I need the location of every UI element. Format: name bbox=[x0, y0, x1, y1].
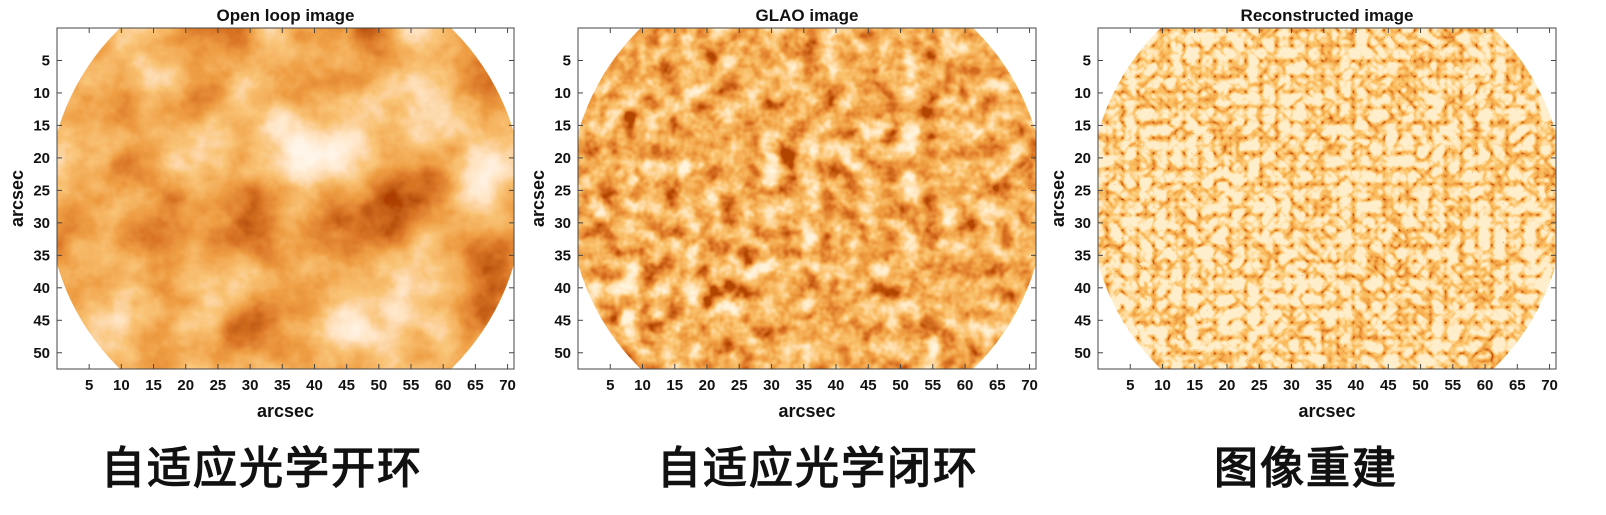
y-tick-label: 50 bbox=[33, 345, 50, 362]
x-tick-label: 15 bbox=[1186, 377, 1203, 394]
x-tick-label: 5 bbox=[606, 377, 614, 394]
y-tick-label: 30 bbox=[33, 215, 50, 232]
x-axis-label: arcsec bbox=[257, 401, 314, 421]
x-tick-label: 70 bbox=[1541, 377, 1558, 394]
x-tick-label: 50 bbox=[1412, 377, 1429, 394]
x-tick-label: 50 bbox=[370, 377, 387, 394]
y-tick-label: 15 bbox=[554, 117, 571, 134]
y-tick-label: 30 bbox=[1074, 215, 1091, 232]
caption-reconstructed: 图像重建 bbox=[1214, 443, 1398, 494]
x-tick-label: 60 bbox=[435, 377, 452, 394]
axes-frame bbox=[56, 27, 515, 370]
y-axis-label: arcsec bbox=[7, 170, 27, 227]
x-axis-label: arcsec bbox=[1298, 401, 1355, 421]
y-tick-label: 40 bbox=[1074, 280, 1091, 297]
y-tick-label: 35 bbox=[1074, 247, 1091, 264]
y-tick-label: 45 bbox=[33, 312, 50, 329]
x-tick-label: 45 bbox=[1380, 377, 1397, 394]
x-tick-label: 30 bbox=[1283, 377, 1300, 394]
x-axis-label: arcsec bbox=[778, 401, 835, 421]
solar-image-glao bbox=[578, 28, 1036, 369]
x-tick-label: 65 bbox=[989, 377, 1006, 394]
x-tick-label: 55 bbox=[1444, 377, 1461, 394]
y-axis-label: arcsec bbox=[528, 170, 548, 227]
x-tick-label: 70 bbox=[499, 377, 516, 394]
y-tick-label: 50 bbox=[554, 345, 571, 362]
caption-glao: 自适应光学闭环 bbox=[657, 443, 979, 494]
y-axis-label: arcsec bbox=[1048, 170, 1068, 227]
y-tick-label: 20 bbox=[554, 150, 571, 167]
y-tick-label: 5 bbox=[1083, 52, 1091, 69]
x-tick-label: 20 bbox=[699, 377, 716, 394]
y-tick-label: 45 bbox=[1074, 312, 1091, 329]
panel-reconstructed: 5 10 15 20 25 30 35 40 45 50 55 60 65 70 5 10 15 20 25 30 35… bbox=[1048, 6, 1558, 421]
x-tick-label: 15 bbox=[145, 377, 162, 394]
x-tick-label: 60 bbox=[1477, 377, 1494, 394]
x-tick-label: 10 bbox=[634, 377, 651, 394]
x-tick-label: 35 bbox=[795, 377, 812, 394]
x-tick-label: 55 bbox=[403, 377, 420, 394]
y-tick-label: 25 bbox=[1074, 182, 1091, 199]
x-tick-label: 70 bbox=[1021, 377, 1038, 394]
y-tick-label: 20 bbox=[33, 150, 50, 167]
y-tick-label: 5 bbox=[42, 52, 50, 69]
x-tick-label: 5 bbox=[1126, 377, 1134, 394]
x-tick-label: 5 bbox=[85, 377, 93, 394]
axes-frame bbox=[577, 27, 1037, 370]
x-tick-label: 30 bbox=[763, 377, 780, 394]
x-tick-label: 10 bbox=[1154, 377, 1171, 394]
panel-title: Open loop image bbox=[217, 6, 355, 25]
y-tick-label: 35 bbox=[33, 247, 50, 264]
y-tick-label: 5 bbox=[563, 52, 571, 69]
solar-image-reconstructed bbox=[1098, 28, 1556, 369]
x-tick-label: 40 bbox=[828, 377, 845, 394]
x-tick-label: 50 bbox=[892, 377, 909, 394]
panel-title: Reconstructed image bbox=[1241, 6, 1414, 25]
y-tick-label: 30 bbox=[554, 215, 571, 232]
y-tick-label: 20 bbox=[1074, 150, 1091, 167]
x-tick-label: 65 bbox=[1509, 377, 1526, 394]
x-tick-label: 25 bbox=[210, 377, 227, 394]
panel-title: GLAO image bbox=[756, 6, 859, 25]
y-tick-label: 40 bbox=[554, 280, 571, 297]
x-tick-label: 40 bbox=[306, 377, 323, 394]
y-tick-label: 45 bbox=[554, 312, 571, 329]
panel-glao: 5 10 15 20 25 30 35 40 45 50 55 60 65 70 5 10 15 20 25 30 35… bbox=[528, 6, 1038, 421]
x-tick-label: 45 bbox=[860, 377, 877, 394]
y-tick-label: 10 bbox=[1074, 85, 1091, 102]
y-tick-label: 10 bbox=[554, 85, 571, 102]
y-tick-label: 25 bbox=[33, 182, 50, 199]
y-tick-label: 50 bbox=[1074, 345, 1091, 362]
y-tick-label: 35 bbox=[554, 247, 571, 264]
x-tick-label: 35 bbox=[1315, 377, 1332, 394]
x-tick-label: 40 bbox=[1348, 377, 1365, 394]
axes-frame bbox=[1097, 27, 1557, 370]
y-tick-label: 15 bbox=[1074, 117, 1091, 134]
x-tick-label: 30 bbox=[242, 377, 259, 394]
solar-image-open-loop bbox=[57, 28, 514, 369]
y-tick-label: 10 bbox=[33, 85, 50, 102]
x-tick-label: 15 bbox=[666, 377, 683, 394]
x-tick-label: 55 bbox=[924, 377, 941, 394]
y-tick-label: 25 bbox=[554, 182, 571, 199]
x-tick-label: 35 bbox=[274, 377, 291, 394]
x-tick-label: 25 bbox=[1251, 377, 1268, 394]
x-tick-label: 25 bbox=[731, 377, 748, 394]
x-tick-label: 65 bbox=[467, 377, 484, 394]
caption-open-loop: 自适应光学开环 bbox=[101, 443, 423, 494]
x-tick-label: 20 bbox=[1219, 377, 1236, 394]
y-tick-label: 15 bbox=[33, 117, 50, 134]
panel-open-loop: 5 10 15 20 25 30 35 40 45 50 55 60 65 70 5 10 15 20 25 30 35… bbox=[7, 6, 516, 421]
x-tick-label: 60 bbox=[957, 377, 974, 394]
x-tick-label: 10 bbox=[113, 377, 130, 394]
x-tick-label: 45 bbox=[338, 377, 355, 394]
x-tick-label: 20 bbox=[177, 377, 194, 394]
y-tick-label: 40 bbox=[33, 280, 50, 297]
